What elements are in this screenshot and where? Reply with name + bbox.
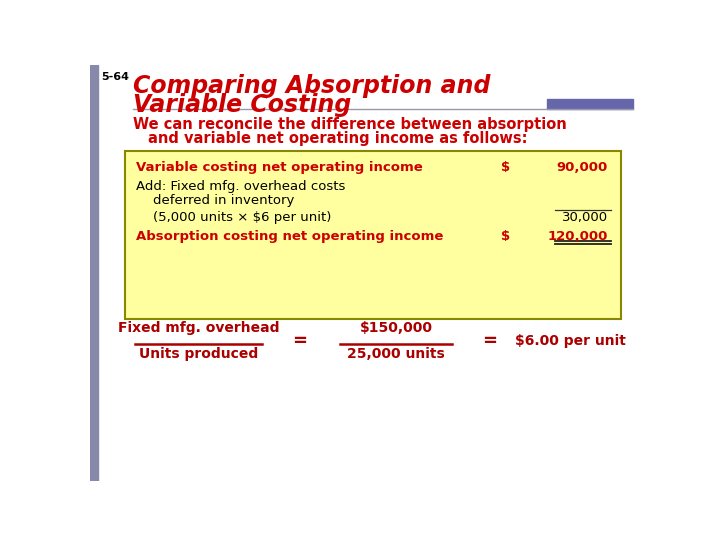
Text: Absorption costing net operating income: Absorption costing net operating income (137, 231, 444, 244)
Text: 120,000: 120,000 (547, 231, 608, 244)
Text: Add: Fixed mfg. overhead costs: Add: Fixed mfg. overhead costs (137, 180, 346, 193)
Bar (90, 65, 98, 481)
Text: We can reconcile the difference between absorption: We can reconcile the difference between … (132, 117, 567, 132)
Text: 30,000: 30,000 (562, 211, 608, 224)
Text: Units produced: Units produced (139, 347, 258, 361)
Text: $: $ (500, 161, 510, 174)
Text: $150,000: $150,000 (359, 321, 433, 335)
Text: Variable Costing: Variable Costing (132, 92, 351, 117)
Bar (547, 99, 632, 109)
Text: $6.00 per unit: $6.00 per unit (515, 334, 626, 348)
Text: =: = (292, 332, 307, 350)
Text: and variable net operating income as follows:: and variable net operating income as fol… (148, 131, 528, 146)
Text: 90,000: 90,000 (557, 161, 608, 174)
Text: Comparing Absorption and: Comparing Absorption and (132, 74, 490, 98)
Text: deferred in inventory: deferred in inventory (137, 194, 295, 207)
Text: $: $ (500, 231, 510, 244)
Text: Variable costing net operating income: Variable costing net operating income (137, 161, 423, 174)
FancyBboxPatch shape (125, 151, 621, 319)
Text: 5-64: 5-64 (101, 72, 129, 83)
Text: (5,000 units × $6 per unit): (5,000 units × $6 per unit) (137, 211, 332, 224)
Text: Fixed mfg. overhead: Fixed mfg. overhead (118, 321, 279, 335)
Text: =: = (482, 332, 497, 350)
Text: 25,000 units: 25,000 units (347, 347, 445, 361)
